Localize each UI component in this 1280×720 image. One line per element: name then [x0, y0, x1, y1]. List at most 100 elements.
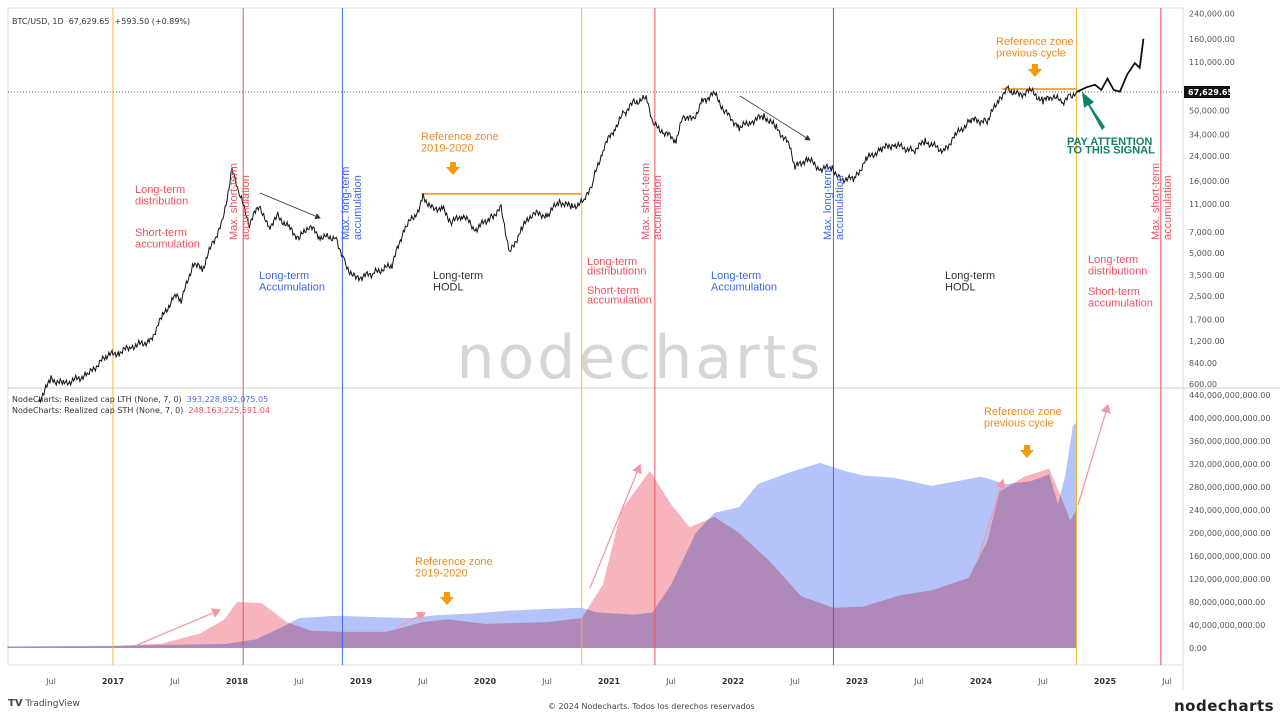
annotation-line: accumulation [652, 175, 664, 240]
annotation-line: Max. short-term [228, 163, 240, 240]
annotation-line: distribution [135, 196, 188, 208]
price-tick-label: 5,000.00 [1189, 249, 1225, 258]
annotation-label: Max. short-termaccumulation [228, 163, 252, 240]
time-tick-label: 2018 [226, 677, 249, 686]
annotation-line: Long-term [259, 270, 309, 282]
legend-lth-label: NodeCharts: Realized cap LTH (None, 7, 0… [12, 395, 182, 404]
down-arrow-icon [440, 592, 454, 605]
annotation-line: previous cycle [996, 48, 1066, 60]
annotation-label: Max. short-termaccumulation [640, 163, 664, 240]
annotation-line: Short-term [587, 285, 639, 297]
annotation-line: 2019-2020 [421, 143, 474, 155]
symbol-change: +593.50 (+0.89%) [114, 17, 191, 26]
price-tick-label: 50,000.00 [1189, 107, 1230, 116]
annotation-label: PAY ATTENTION TO THIS SIGNAL [1067, 136, 1155, 157]
time-tick-label: Jul [45, 677, 56, 686]
trend-arrow [259, 192, 321, 220]
symbol-header: BTC/USD, 1D 67,629.65 +593.50 (+0.89%) [12, 17, 190, 26]
cap-tick-label: 320,000,000,000.00 [1189, 460, 1270, 469]
annotation-label: Long-term Accumulation [259, 270, 325, 294]
time-tick-label: 2022 [722, 677, 744, 686]
price-tick-label: 240,000.00 [1189, 10, 1235, 19]
price-tick-label: 3,500.00 [1189, 271, 1225, 280]
cap-tick-label: 240,000,000,000.00 [1189, 506, 1270, 515]
copyright: © 2024 Nodecharts. Todos los derechos re… [548, 702, 755, 711]
annotation-line: Long-term [587, 256, 637, 268]
realized-cap-areas [7, 422, 1077, 648]
annotation-label: Max. short-termaccumulation [1150, 163, 1174, 240]
cap-tick-label: 0.00 [1189, 644, 1207, 653]
annotation-line: Reference zone [996, 36, 1074, 48]
time-tick-label: Jul [417, 677, 428, 686]
price-tick-label: 11,000.00 [1189, 200, 1230, 209]
annotation-line: PAY ATTENTION [1067, 136, 1152, 148]
time-tick-label: Jul [541, 677, 552, 686]
time-tick-label: 2021 [598, 677, 621, 686]
annotation-line: accumulation [240, 175, 252, 240]
current-price-badge [1184, 86, 1230, 99]
annotation-line: distributionn [1088, 266, 1147, 278]
annotation-line: Max. short-term [1150, 163, 1162, 240]
time-tick-label: Jul [913, 677, 924, 686]
current-price-label: 67,629.65 [1188, 88, 1233, 97]
down-arrow-icon [1028, 64, 1042, 77]
price-tick-label: 24,000.00 [1189, 152, 1230, 161]
time-tick-label: 2023 [846, 677, 868, 686]
price-tick-label: 110,000.00 [1189, 58, 1235, 67]
watermark: nodecharts [457, 323, 824, 393]
price-tick-label: 840.00 [1189, 359, 1217, 368]
growth-arrow [589, 463, 642, 589]
cap-tick-label: 360,000,000,000.00 [1189, 437, 1270, 446]
annotation-line: 2019-2020 [415, 568, 468, 580]
cap-tick-label: 400,000,000,000.00 [1189, 414, 1270, 423]
annotation-label: Reference zone previous cycle [996, 36, 1074, 60]
cap-tick-label: 200,000,000,000.00 [1189, 529, 1270, 538]
time-tick-label: Jul [169, 677, 180, 686]
annotation-line: Long-term [135, 184, 185, 196]
nodecharts-logo: nodecharts [1174, 697, 1275, 715]
annotation-label: Max. long-termaccumulation [340, 167, 364, 240]
annotation-label: Long-term distributionn [1088, 254, 1147, 278]
trend-arrow [739, 95, 811, 141]
time-tick-label: 2017 [102, 677, 124, 686]
annotation-line: Long-term [1088, 254, 1138, 266]
time-tick-label: Jul [789, 677, 800, 686]
symbol-price: 67,629.65 [68, 17, 110, 26]
annotation-line: Long-term [945, 270, 995, 282]
price-tick-label: 1,700.00 [1189, 316, 1225, 325]
annotation-line: HODL [433, 282, 464, 294]
price-tick-label: 16,000.00 [1189, 177, 1230, 186]
price-tick-label: 2,500.00 [1189, 292, 1225, 301]
price-line [38, 84, 1077, 404]
annotation-line: previous cycle [984, 418, 1054, 430]
projection-line [1076, 38, 1145, 93]
annotation-line: Long-term [711, 270, 761, 282]
annotation-line: Max. short-term [640, 163, 652, 240]
annotation-line: accumulation [352, 175, 364, 240]
time-tick-label: Jul [665, 677, 676, 686]
annotation-line: accumulation [834, 175, 846, 240]
annotation-label: Short-term accumulation [587, 285, 652, 307]
annotation-label: Long-term HODL [945, 270, 995, 294]
cap-tick-label: 40,000,000,000.00 [1189, 621, 1265, 630]
annotation-label: Max. long-termaccumulation [822, 167, 846, 240]
down-arrow-icon [1020, 445, 1034, 458]
annotation-label: Short-term accumulation [1088, 286, 1153, 310]
cap-tick-label: 440,000,000,000.00 [1189, 391, 1270, 400]
legend-sth: NodeCharts: Realized cap STH (None, 7, 0… [12, 406, 270, 415]
legend-sth-label: NodeCharts: Realized cap STH (None, 7, 0… [12, 406, 184, 415]
annotation-label: Reference zone previous cycle [984, 406, 1062, 430]
tradingview-logo[interactable]: TV TradingView [8, 698, 80, 709]
time-tick-label: 2025 [1094, 677, 1117, 686]
annotation-line: Short-term [1088, 286, 1140, 298]
growth-arrow [1077, 403, 1111, 506]
symbol-name: BTC/USD, 1D [12, 17, 64, 26]
annotation-label: Reference zone 2019-2020 [421, 131, 499, 155]
annotation-line: Accumulation [259, 282, 325, 294]
sth-area [7, 468, 1077, 648]
annotation-label: Long-term HODL [433, 270, 483, 294]
annotation-label: Short-term accumulation [135, 227, 200, 251]
annotation-label: Long-term Accumulation [711, 270, 777, 294]
annotation-label: Reference zone 2019-2020 [415, 556, 493, 580]
